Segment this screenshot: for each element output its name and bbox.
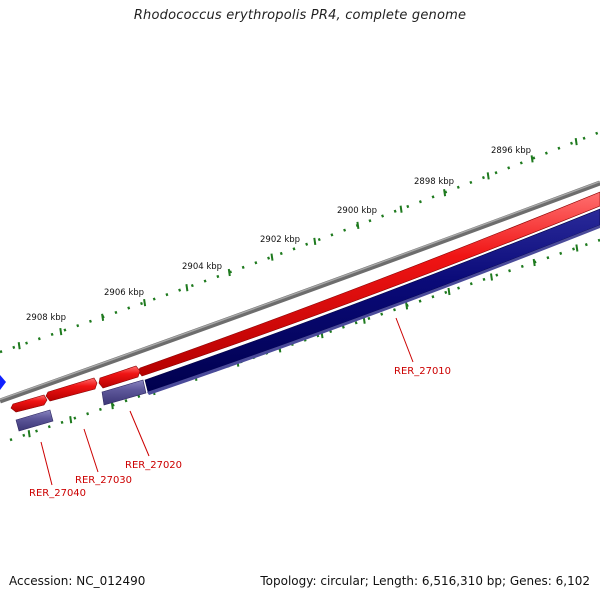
forward-gene-long[interactable] — [137, 191, 600, 377]
outer-ruler-major-tick — [270, 253, 274, 261]
outer-ruler-major-tick — [227, 268, 231, 277]
outer-ruler-major-ticks — [17, 137, 578, 350]
ruler-label-2906: 2906 kbp — [104, 288, 144, 298]
ruler-labels: 2896 kbp 2898 kbp 2900 kbp 2902 kbp 2904… — [26, 146, 531, 323]
inner-ruler-major-tick — [110, 401, 114, 410]
genome-summary-text: Topology: circular; Length: 6,516,310 bp… — [260, 574, 590, 588]
outer-ruler-major-tick — [185, 284, 189, 292]
ruler-label-2896: 2896 kbp — [491, 146, 531, 156]
forward-gene-b[interactable] — [98, 365, 141, 389]
gene-label-RER_27020[interactable]: RER_27020 — [125, 460, 182, 471]
inner-ruler-major-tick — [575, 244, 579, 252]
ruler-label-2900: 2900 kbp — [337, 206, 377, 216]
reverse-gene-RER_27010[interactable] — [144, 208, 600, 395]
outer-ruler-major-tick — [59, 327, 63, 336]
map-title: Rhodococcus erythropolis PR4, complete g… — [133, 8, 467, 23]
gene-label-RER_27030[interactable]: RER_27030 — [75, 475, 132, 486]
gene-label-RER_27040[interactable]: RER_27040 — [29, 488, 86, 499]
inner-ruler-major-tick — [405, 302, 409, 310]
ruler-label-2902: 2902 kbp — [260, 235, 300, 245]
outer-ruler-dots — [0, 130, 600, 354]
reverse-gene-RER_27020[interactable] — [101, 379, 147, 406]
forward-gene-c[interactable] — [45, 377, 98, 402]
gene-label-leaders — [40, 317, 414, 486]
ruler-label-2908: 2908 kbp — [26, 313, 66, 323]
outer-ruler-major-tick — [574, 137, 578, 146]
inner-ruler-major-tick — [447, 287, 451, 296]
genome-backbone-highlight — [0, 180, 600, 401]
inner-ruler-major-ticks — [27, 244, 579, 438]
reverse-gene-RER_27040[interactable] — [15, 409, 54, 432]
outer-ruler-major-tick — [313, 237, 317, 246]
outer-ruler-major-tick — [486, 172, 490, 180]
outer-ruler-major-tick — [356, 221, 360, 230]
genome-backbone — [0, 180, 600, 404]
outer-ruler-major-tick — [17, 342, 21, 350]
accession-text: Accession: NC_012490 — [9, 574, 146, 588]
outer-ruler-major-tick — [530, 155, 534, 163]
forward-gene-RER_27030[interactable] — [10, 394, 48, 413]
inner-ruler-major-tick — [490, 273, 493, 281]
outer-ruler-major-tick — [399, 205, 403, 213]
inner-ruler-major-tick — [532, 258, 536, 267]
inner-ruler-major-tick — [27, 430, 31, 438]
ruler-label-2904: 2904 kbp — [182, 262, 222, 272]
outer-ruler-major-tick — [443, 189, 447, 197]
outer-ruler-major-tick — [101, 313, 105, 321]
ruler-label-2898: 2898 kbp — [414, 177, 454, 187]
gene-label-RER_27010[interactable]: RER_27010 — [394, 366, 451, 377]
offscreen-gene-marker[interactable] — [0, 375, 6, 390]
outer-ruler-major-tick — [143, 298, 147, 307]
inner-ruler-major-tick — [69, 416, 73, 424]
